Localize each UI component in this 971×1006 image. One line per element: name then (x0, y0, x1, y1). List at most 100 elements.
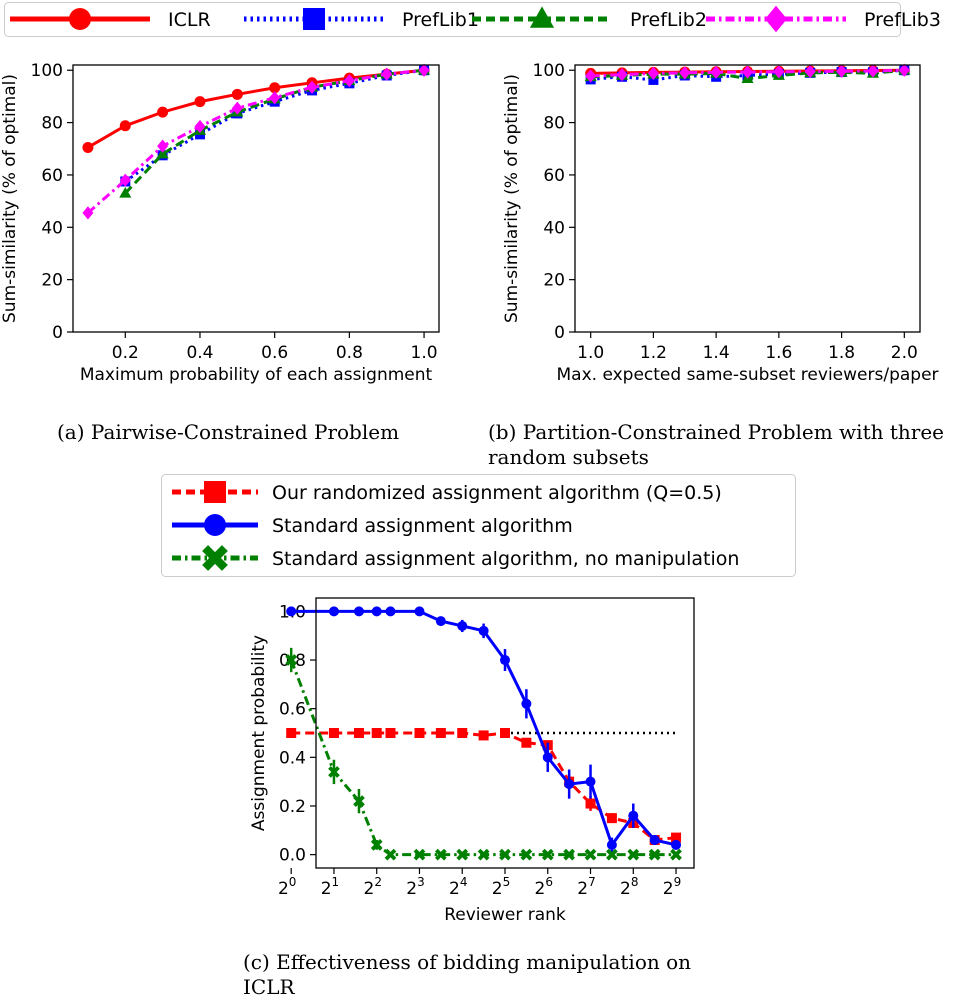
y-tick-label: 80 (543, 114, 565, 134)
data-point (616, 68, 628, 82)
data-point (898, 63, 910, 77)
series-3 (585, 63, 910, 83)
y-axis-label: Assignment probability (249, 635, 269, 831)
data-point (157, 139, 169, 153)
data-point (478, 730, 489, 741)
x-tick-label: 27 (577, 875, 595, 899)
data-point (82, 206, 94, 220)
x-tick-label: 2.0 (891, 343, 918, 363)
series-line (291, 609, 677, 849)
x-tick-label: 22 (363, 875, 381, 899)
data-point (418, 63, 430, 77)
plot-frame (72, 64, 440, 333)
x-tick-exponent: 5 (503, 875, 511, 889)
data-point (285, 654, 298, 666)
x-tick-label: 23 (406, 875, 424, 899)
y-tick-label: 80 (41, 114, 63, 134)
series-line (289, 659, 677, 857)
data-point (647, 66, 659, 80)
x-tick-label: 26 (535, 875, 553, 899)
data-point (119, 186, 132, 198)
y-axis-label: Sum-similarity (% of optimal) (0, 74, 20, 323)
data-point (371, 606, 382, 617)
data-point (649, 835, 660, 846)
x-axis-label: Maximum probability of each assignment (80, 365, 433, 385)
data-point (157, 106, 169, 118)
data-point (670, 848, 682, 861)
data-point (269, 91, 281, 105)
data-point (500, 728, 510, 738)
chart-c-assignment-probability: 0.00.20.40.60.81.020212223242526272829Re… (249, 597, 695, 920)
legend-label-1: Standard assignment algorithm (272, 515, 573, 537)
legend-label-preflib1: PrefLib1 (402, 9, 479, 31)
x-tick-exponent: 7 (588, 875, 596, 889)
data-point (269, 82, 281, 94)
data-point (773, 65, 785, 79)
data-point (606, 813, 617, 824)
data-point (353, 606, 364, 617)
data-point (648, 848, 661, 861)
y-tick-label: 0 (554, 323, 565, 343)
legend-label-2: Standard assignment algorithm, no manipu… (272, 548, 739, 570)
data-point (679, 66, 691, 80)
series-line (86, 68, 425, 215)
x-tick-exponent: 9 (674, 875, 682, 889)
x-tick-exponent: 4 (460, 875, 468, 889)
x-tick-exponent: 2 (374, 875, 382, 889)
data-point (353, 795, 365, 807)
data-point (564, 779, 575, 790)
x-tick-label: 1.0 (577, 343, 604, 363)
series-1 (286, 606, 682, 853)
y-axis-label: Sum-similarity (% of optimal) (502, 74, 522, 323)
data-point (457, 620, 468, 631)
caption-b-line1: (b) Partition-Constrained Problem with t… (488, 420, 944, 444)
caption-b-line2: random subsets (488, 445, 649, 469)
data-point (156, 147, 169, 159)
data-point (477, 848, 490, 861)
data-point (82, 141, 94, 153)
legend-label-0: Our randomized assignment algorithm (Q=0… (272, 482, 722, 504)
data-point (585, 69, 597, 83)
data-point (435, 728, 446, 738)
y-tick-label: 0.4 (279, 748, 306, 768)
data-point (385, 606, 396, 617)
series-2 (285, 647, 682, 861)
legend-label-preflib2: PrefLib2 (630, 9, 707, 31)
data-point (478, 625, 489, 636)
data-point (194, 96, 206, 108)
data-point (328, 728, 339, 738)
legend-marker-x (202, 545, 228, 571)
caption-c-line1: (c) Effectiveness of bidding manipulatio… (243, 950, 692, 974)
data-point (286, 728, 297, 738)
data-point (119, 120, 131, 132)
caption-a: (a) Pairwise-Constrained Problem (57, 420, 400, 444)
data-point (381, 67, 393, 81)
data-point (742, 65, 753, 79)
data-point (521, 698, 532, 709)
y-tick-label: 20 (41, 271, 63, 291)
data-point (414, 728, 425, 738)
x-tick-label: 0.6 (261, 343, 288, 363)
data-point (542, 752, 553, 763)
data-point (867, 64, 879, 78)
x-tick-exponent: 0 (289, 875, 297, 889)
data-point (627, 848, 640, 861)
top-legend: ICLR PrefLib1 PrefLib2 PrefLib3 (4, 2, 941, 37)
x-tick-label: 1.6 (765, 343, 792, 363)
legend-marker-square (303, 8, 325, 30)
y-tick-label: 60 (41, 166, 63, 186)
data-point (521, 737, 532, 748)
data-point (584, 848, 597, 861)
data-point (585, 798, 596, 809)
data-point (606, 848, 618, 861)
data-point (353, 728, 364, 738)
legend-marker-triangle (529, 6, 555, 28)
x-axis-label: Reviewer rank (444, 905, 566, 920)
data-point (370, 839, 383, 851)
data-point (384, 848, 397, 861)
x-tick-label: 29 (663, 875, 681, 899)
legend-marker-circle (69, 8, 91, 30)
data-point (413, 848, 426, 861)
x-tick-label: 1.4 (703, 343, 730, 363)
